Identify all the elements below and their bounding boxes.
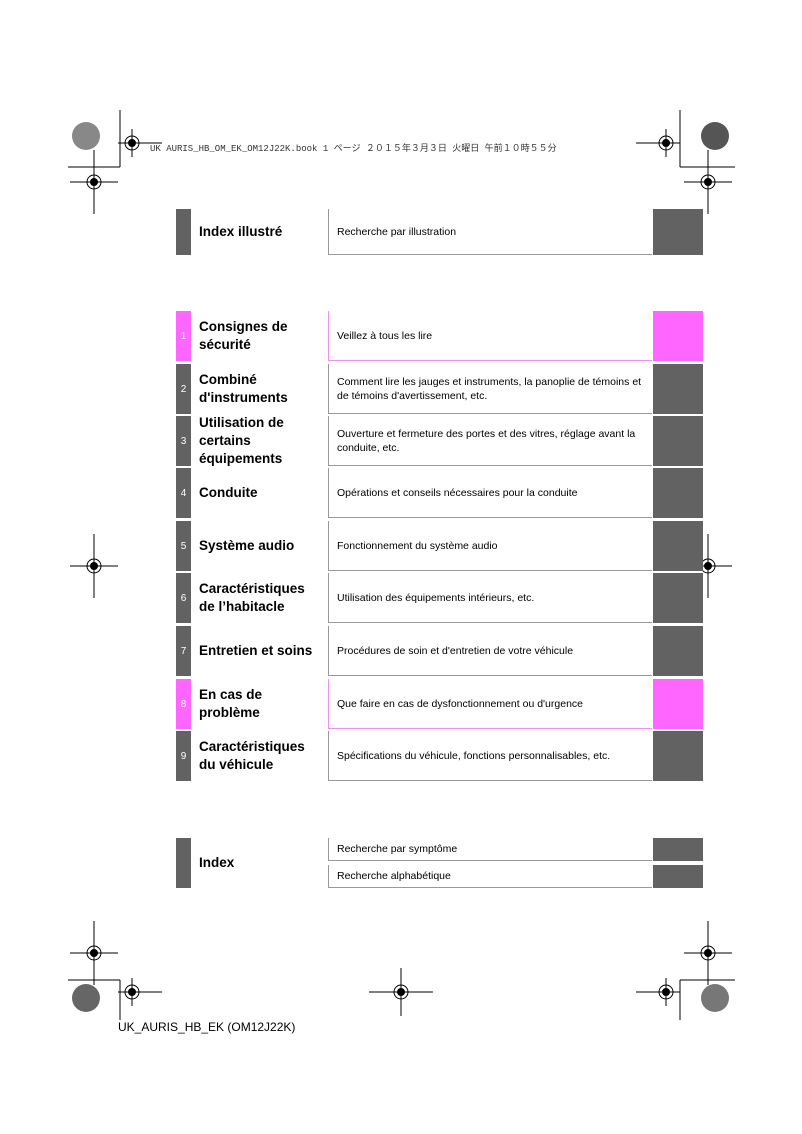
section-index: Index Recherche par symptôme Recherche a… [176,838,703,888]
chapter-number: 7 [176,626,191,676]
thumb-tab [653,311,703,361]
thumb-tab [653,209,703,255]
chapter-title: Caractéristiques de l’habitacle [199,581,305,614]
index-item-symptome[interactable]: Recherche par symptôme [328,838,652,861]
chapter-description: Spécifications du véhicule, fonctions pe… [328,731,652,781]
chapter-row-6[interactable]: 6 Caractéristiques de l’habitacle Utilisat… [176,573,703,623]
chapter-row-7[interactable]: 7 Entretien et soins Procédures de soin et… [176,626,703,676]
chapter-title: En cas de problème [199,687,263,720]
chapter-description: Ouverture et fermeture des portes et des… [328,416,652,466]
chapter-row-2[interactable]: 2 Combiné d'instruments Comment lire les j… [176,364,703,414]
section-title: Index illustré [199,224,283,239]
chapter-number: 4 [176,468,191,518]
chapter-number: 9 [176,731,191,781]
chapter-number: 6 [176,573,191,623]
chapter-title: Entretien et soins [199,643,313,658]
chapter-number: 1 [176,311,191,361]
chapter-description: Que faire en cas de dysfonctionnement ou… [328,679,652,729]
index-item-alphabetique[interactable]: Recherche alphabétique [328,865,652,888]
thumb-tab [653,838,703,861]
chapter-description: Procédures de soin et d'entretien de vot… [328,626,652,676]
chapter-description: Veillez à tous les lire [328,311,652,361]
thumb-tab [653,731,703,781]
chapter-number: 5 [176,521,191,571]
chapter-title: Consignes de sécurité [199,319,288,352]
chapter-row-1[interactable]: 1 Consignes de sécurité Veillez à tous les… [176,311,703,361]
thumb-tab [653,468,703,518]
chapter-title: Utilisation de certains équipements [199,415,284,466]
thumb-tab [653,865,703,888]
thumb-tab [653,679,703,729]
thumb-tab [653,626,703,676]
chapter-title: Système audio [199,538,295,553]
chapter-description: Fonctionnement du système audio [328,521,652,571]
section-description: Recherche par illustration [328,209,652,255]
chapter-number: 3 [176,416,191,466]
section-title: Index [199,855,235,870]
chapter-description: Comment lire les jauges et instruments, … [328,364,652,414]
section-index-illustre[interactable]: Index illustré Recherche par illustratio… [176,209,703,255]
chapter-title: Combiné d'instruments [199,372,288,405]
chapter-row-5[interactable]: 5 Système audio Fonctionnement du système … [176,521,703,571]
chapter-row-4[interactable]: 4 Conduite Opérations et conseils nécessai… [176,468,703,518]
chapter-description: Opérations et conseils nécessaires pour … [328,468,652,518]
chapter-title: Conduite [199,485,258,500]
chapter-title: Caractéristiques du véhicule [199,739,305,772]
thumb-tab [653,573,703,623]
chapter-description: Utilisation des équipements intérieurs, … [328,573,652,623]
footer-code: UK_AURIS_HB_EK (OM12J22K) [118,1020,296,1034]
chapter-row-3[interactable]: 3 Utilisation de certains équipements Ouve… [176,415,703,466]
thumb-tab [653,364,703,414]
chapter-row-9[interactable]: 9 Caractéristiques du véhicule Spécificati… [176,731,703,781]
thumb-tab [653,416,703,466]
chapter-number: 2 [176,364,191,414]
chapter-number: 8 [176,679,191,729]
section-tab [176,838,191,888]
thumb-tab [653,521,703,571]
print-header: UK AURIS_HB_OM_EK_OM12J22K.book 1 ページ ２０… [150,144,557,154]
section-tab [176,209,191,255]
chapter-row-8[interactable]: 8 En cas de problème Que faire en cas de d… [176,679,703,729]
